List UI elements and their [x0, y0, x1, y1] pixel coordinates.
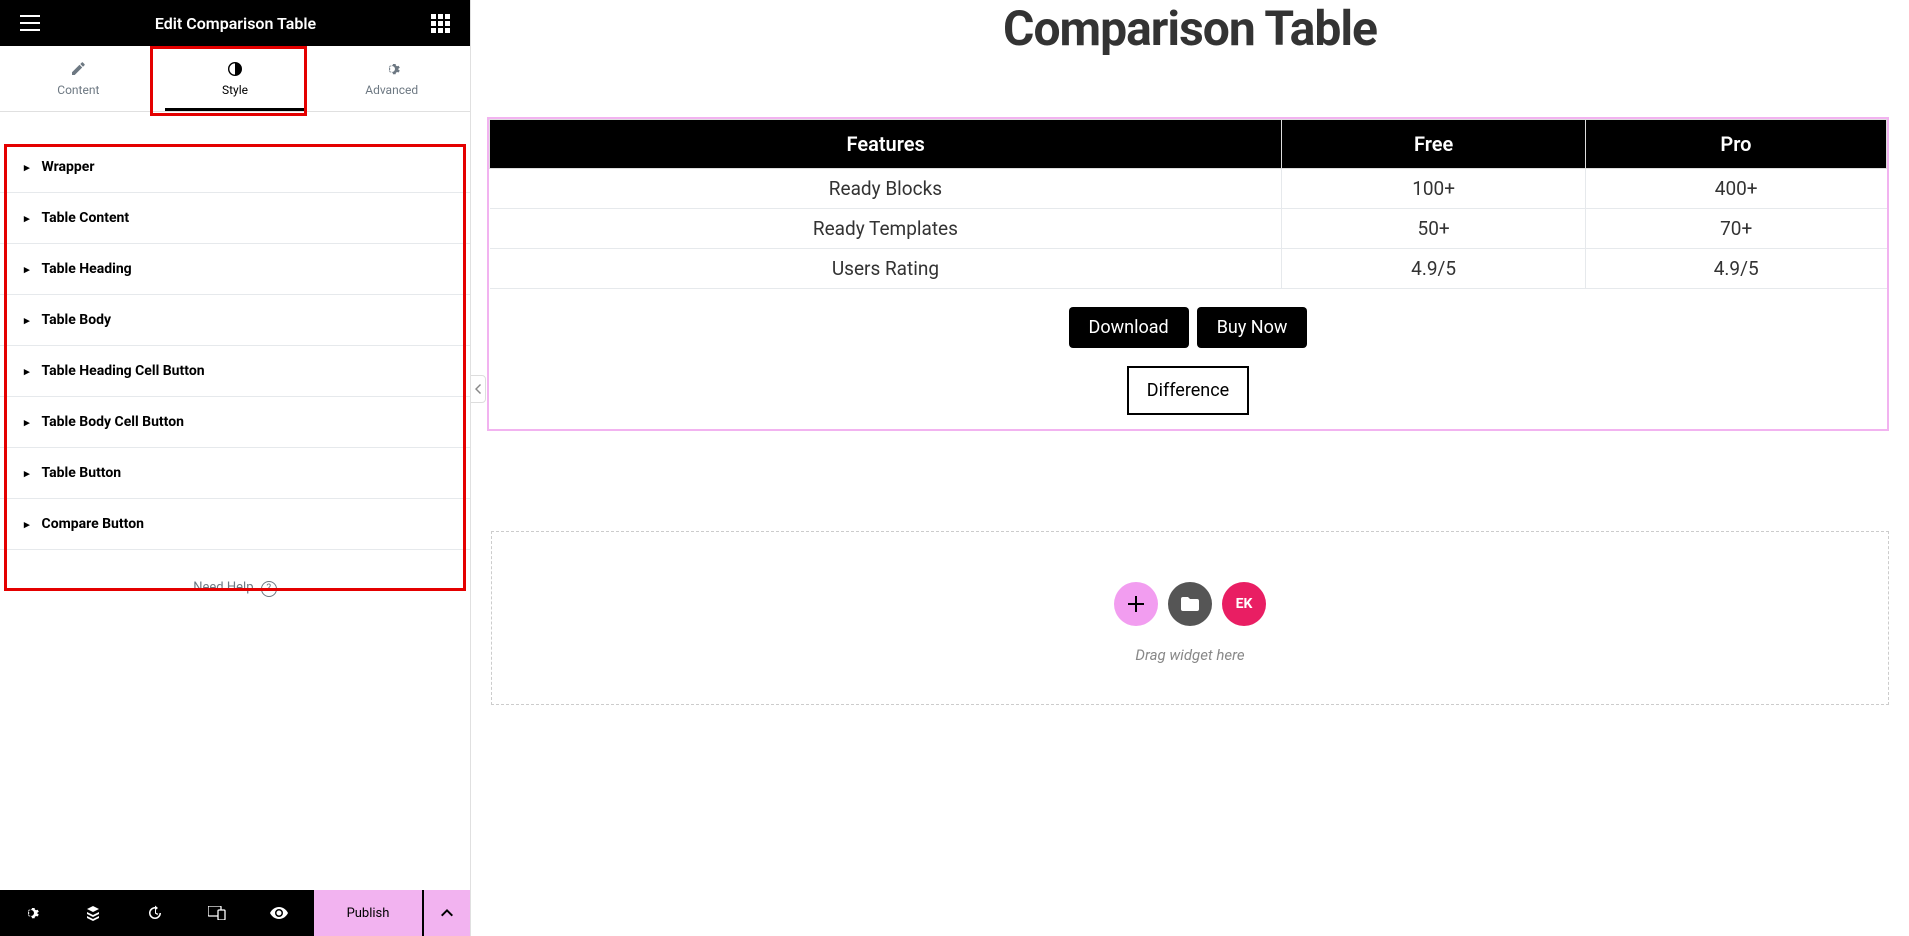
responsive-icon[interactable] [186, 890, 248, 936]
panels-list: Wrapper Table Content Table Heading Tabl… [0, 112, 470, 890]
button-row: Download Buy Now [489, 307, 1887, 348]
publish-options[interactable] [424, 890, 470, 936]
panel-compare-button[interactable]: Compare Button [0, 499, 470, 550]
buy-now-button[interactable]: Buy Now [1197, 307, 1308, 348]
need-help-label: Need Help [193, 580, 253, 595]
cell-pro: 70+ [1585, 209, 1886, 249]
panel-table-body-cell-button[interactable]: Table Body Cell Button [0, 397, 470, 448]
table-row: Ready Blocks 100+ 400+ [490, 169, 1887, 209]
cell-feature: Ready Blocks [490, 169, 1282, 209]
tab-style-label: Style [222, 83, 248, 97]
help-icon: ? [261, 581, 277, 597]
download-button[interactable]: Download [1069, 307, 1189, 348]
cell-pro: 4.9/5 [1585, 249, 1886, 289]
dropzone-icons: EK [512, 582, 1868, 626]
need-help[interactable]: Need Help ? [0, 550, 470, 627]
history-icon[interactable] [124, 890, 186, 936]
table-row: Ready Templates 50+ 70+ [490, 209, 1887, 249]
chevron-left-icon [475, 384, 481, 394]
th-pro: Pro [1585, 120, 1886, 169]
panel-table-body[interactable]: Table Body [0, 295, 470, 346]
table-row: Users Rating 4.9/5 4.9/5 [490, 249, 1887, 289]
difference-button[interactable]: Difference [1127, 366, 1249, 415]
sidebar: Edit Comparison Table Content Style Adva… [0, 0, 471, 936]
dropzone[interactable]: EK Drag widget here [491, 531, 1889, 705]
gear-icon [384, 61, 400, 77]
panel-table-heading[interactable]: Table Heading [0, 244, 470, 295]
apps-icon[interactable] [431, 14, 450, 33]
pencil-icon [70, 61, 86, 77]
cell-free: 100+ [1282, 169, 1586, 209]
add-section-button[interactable] [1114, 582, 1158, 626]
tab-style[interactable]: Style [157, 46, 314, 111]
panel-header: Edit Comparison Table [0, 0, 470, 46]
menu-icon[interactable] [20, 15, 40, 31]
comparison-table: Features Free Pro Ready Blocks 100+ 400+… [489, 119, 1887, 289]
th-free: Free [1282, 120, 1586, 169]
chevron-up-icon [441, 909, 453, 917]
panel-table-heading-cell-button[interactable]: Table Heading Cell Button [0, 346, 470, 397]
table-header-row: Features Free Pro [490, 120, 1887, 169]
cell-feature: Ready Templates [490, 209, 1282, 249]
tab-advanced-label: Advanced [365, 83, 418, 97]
navigator-icon[interactable] [62, 890, 124, 936]
comparison-table-widget[interactable]: Features Free Pro Ready Blocks 100+ 400+… [487, 117, 1889, 431]
tab-advanced[interactable]: Advanced [313, 46, 470, 111]
cell-pro: 400+ [1585, 169, 1886, 209]
canvas: Comparison Table Features Free Pro Ready… [471, 0, 1909, 936]
contrast-icon [227, 61, 243, 77]
dropzone-text: Drag widget here [512, 646, 1868, 664]
tab-content-label: Content [57, 83, 99, 97]
plus-icon [1128, 596, 1144, 612]
collapse-sidebar[interactable] [471, 375, 486, 403]
panel-table-content[interactable]: Table Content [0, 193, 470, 244]
cell-free: 4.9/5 [1282, 249, 1586, 289]
tab-content[interactable]: Content [0, 46, 157, 111]
panel-table-button[interactable]: Table Button [0, 448, 470, 499]
cell-free: 50+ [1282, 209, 1586, 249]
page-title: Comparison Table [491, 0, 1889, 57]
templates-button[interactable] [1168, 582, 1212, 626]
settings-icon[interactable] [0, 890, 62, 936]
panel-title: Edit Comparison Table [40, 14, 431, 33]
panel-wrapper[interactable]: Wrapper [0, 142, 470, 193]
tabs: Content Style Advanced [0, 46, 470, 112]
cell-feature: Users Rating [490, 249, 1282, 289]
publish-button[interactable]: Publish [314, 890, 422, 936]
ek-button[interactable]: EK [1222, 582, 1266, 626]
bottom-bar: Publish [0, 890, 470, 936]
th-features: Features [490, 120, 1282, 169]
folder-icon [1181, 597, 1199, 611]
preview-icon[interactable] [248, 890, 310, 936]
